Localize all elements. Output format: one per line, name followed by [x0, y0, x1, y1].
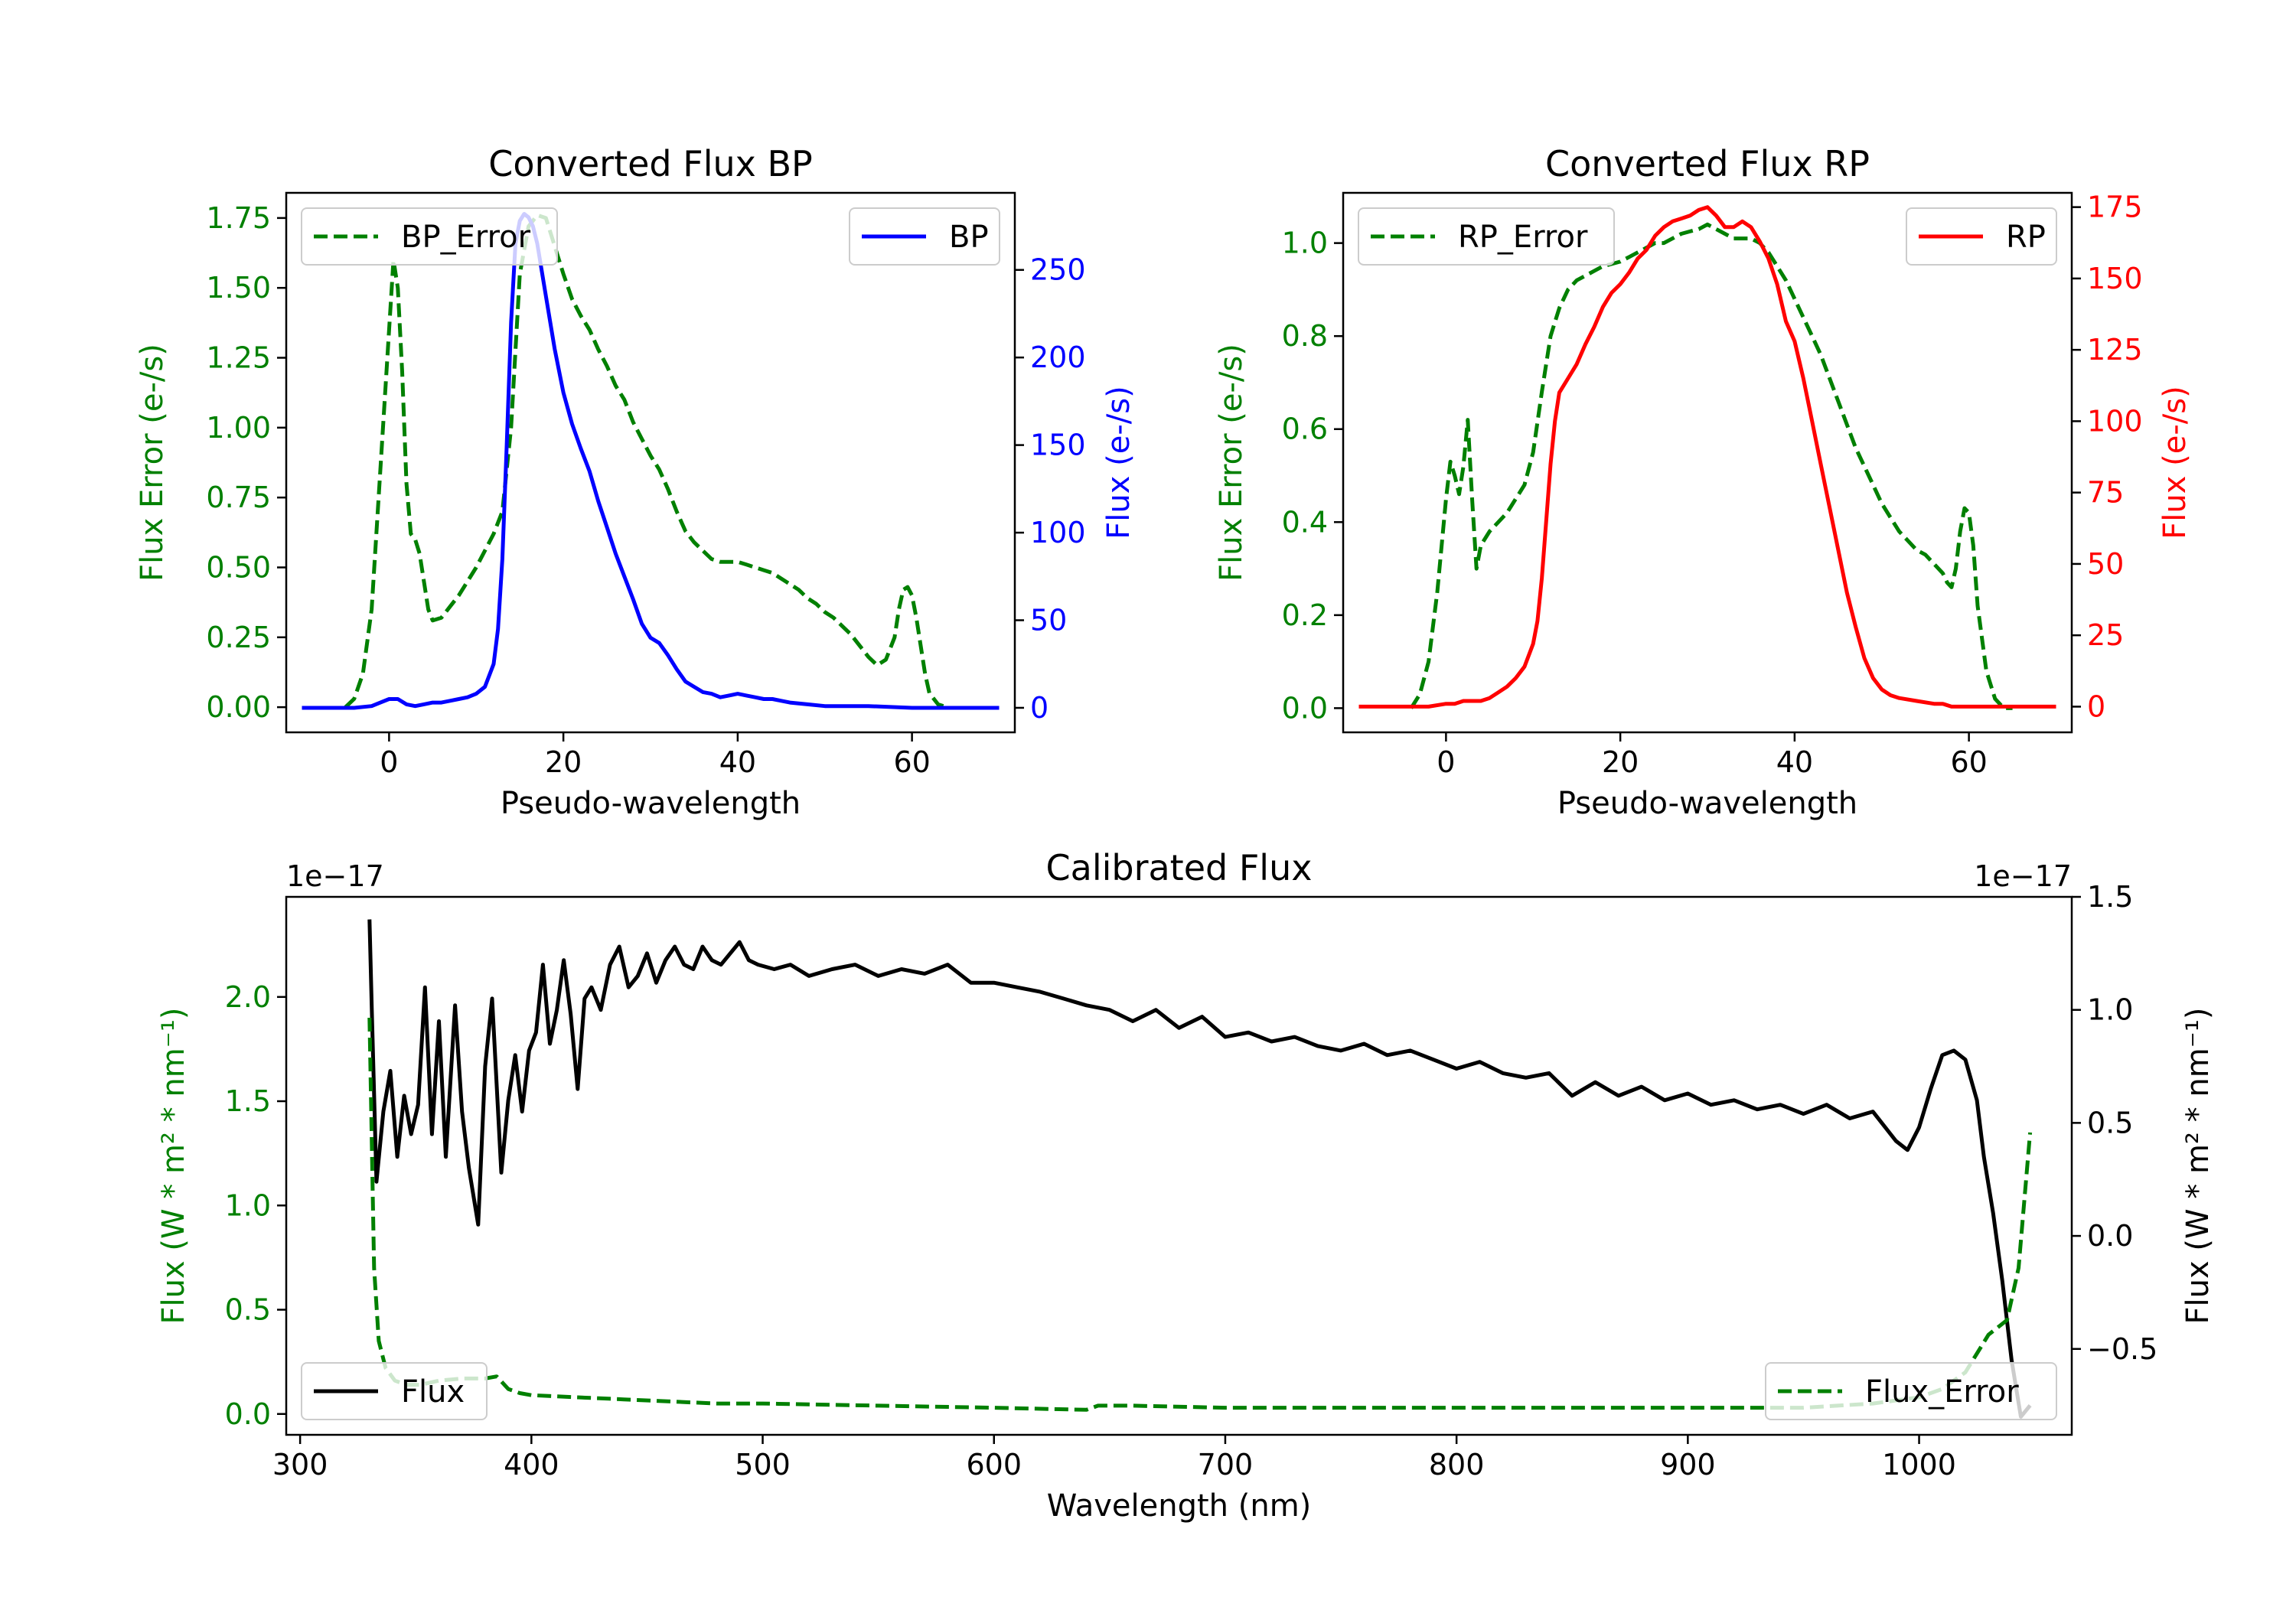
y-tick-label-right: 50	[1030, 604, 1067, 637]
calibrated-y-axis-label-right: Flux (W * m² * nm⁻¹)	[2180, 1008, 2216, 1325]
x-tick-label: 40	[719, 745, 756, 779]
x-tick-label: 900	[1660, 1448, 1716, 1482]
y-tick-label-left: 1.50	[206, 271, 271, 305]
calibrated-x-axis-label: Wavelength (nm)	[1047, 1488, 1312, 1524]
x-tick-label: 0	[380, 745, 398, 779]
y-tick-label-left: 0.25	[206, 621, 271, 654]
y-tick-label-right: 0.0	[2087, 1219, 2133, 1253]
y-tick-label-right: 175	[2087, 191, 2143, 224]
y-tick-label-left: 1.00	[206, 411, 271, 445]
bp-axes-frame	[285, 191, 1016, 734]
y-tick-label-right: 25	[2087, 618, 2124, 652]
x-tick-label: 800	[1429, 1448, 1485, 1482]
y-tick-label-right: 100	[2087, 404, 2143, 438]
y-tick-label-left: 0.2	[1282, 598, 1328, 632]
legend-flux: Flux	[301, 1362, 488, 1420]
legend-box	[1765, 1362, 2057, 1420]
legend-box	[301, 1362, 488, 1420]
y-tick-label-right: 200	[1030, 341, 1086, 374]
bp-series-group	[302, 212, 1000, 710]
calibrated-offset-label-right: 1e−17	[1974, 859, 2072, 893]
legend-label: Flux	[401, 1374, 465, 1410]
series-line-flux	[367, 919, 2032, 1419]
legend-label: RP	[2006, 220, 2046, 255]
x-tick-label: 20	[1602, 745, 1639, 779]
legend-flux-error: Flux_Error	[1765, 1362, 2057, 1420]
bp-x-axis-label: Pseudo-wavelength	[501, 786, 801, 821]
y-tick-label-left: 1.0	[1282, 227, 1328, 260]
rp-y-axis-label-right: Flux (e-/s)	[2157, 386, 2193, 539]
y-tick-label-left: 0.0	[225, 1397, 271, 1431]
x-tick-label: 20	[545, 745, 582, 779]
rp-y-axis-label-left: Flux Error (e-/s)	[1214, 344, 1249, 582]
x-tick-label: 60	[893, 745, 930, 779]
bp-chart-title: Converted Flux BP	[488, 143, 813, 184]
y-tick-label-right: 1.0	[2087, 993, 2133, 1027]
series-line-bp-error	[344, 213, 947, 709]
y-tick-label-left: 1.75	[206, 201, 271, 235]
bp-y-axis-label-right: Flux (e-/s)	[1101, 386, 1137, 539]
y-tick-label-left: 0.8	[1282, 319, 1328, 353]
legend-label: BP_Error	[401, 220, 531, 255]
legend-box	[301, 207, 558, 266]
y-tick-label-right: 150	[2087, 262, 2143, 295]
y-tick-label-left: 1.0	[225, 1188, 271, 1222]
legend-rp: RP	[1906, 207, 2057, 266]
y-tick-label-left: 2.0	[225, 980, 271, 1014]
y-tick-label-right: 0.5	[2087, 1106, 2133, 1139]
legend-label: RP_Error	[1458, 220, 1588, 255]
y-tick-label-left: 0.0	[1282, 691, 1328, 725]
y-tick-label-left: 0.6	[1282, 412, 1328, 446]
y-tick-label-left: 0.75	[206, 481, 271, 514]
calibrated-offset-label-left: 1e−17	[286, 859, 384, 893]
y-tick-label-right: −0.5	[2087, 1332, 2157, 1366]
bp-y-axis-label-left: Flux Error (e-/s)	[135, 344, 170, 582]
x-tick-label: 60	[1950, 745, 1987, 779]
y-tick-label-right: 100	[1030, 516, 1086, 549]
y-tick-label-left: 0.00	[206, 690, 271, 724]
y-tick-label-right: 0	[1030, 691, 1049, 725]
x-tick-label: 600	[966, 1448, 1022, 1482]
y-tick-label-left: 1.25	[206, 341, 271, 375]
legend-bp-error: BP_Error	[301, 207, 558, 266]
x-tick-label: 300	[272, 1448, 328, 1482]
y-tick-label-right: 1.5	[2087, 880, 2133, 914]
x-tick-label: 40	[1776, 745, 1813, 779]
chart-bp: 0 20 40 60 0.00 0.25 0.50 0.75 1.00 1.25 1.50 1.75 0…	[135, 143, 1137, 821]
y-tick-label-left: 0.5	[225, 1293, 271, 1327]
calibrated-chart-title: Calibrated Flux	[1046, 847, 1313, 888]
y-tick-label-right: 125	[2087, 333, 2143, 367]
rp-series-group	[1358, 205, 2056, 710]
calibrated-axes-frame	[285, 895, 2073, 1436]
x-tick-label: 400	[504, 1448, 559, 1482]
legend-box	[1358, 207, 1615, 266]
chart-calibrated: 300 400 500 600 700 800 900 1000 0.0 0.5 1.0 1.5 2.0…	[156, 847, 2216, 1524]
x-tick-label: 500	[735, 1448, 791, 1482]
rp-axes-frame	[1342, 191, 2073, 734]
legend-rp-error: RP_Error	[1358, 207, 1615, 266]
calibrated-y-axis-label-left: Flux (W * m² * nm⁻¹)	[156, 1008, 191, 1325]
y-tick-label-right: 75	[2087, 476, 2124, 510]
x-tick-label: 700	[1198, 1448, 1254, 1482]
y-tick-label-right: 150	[1030, 429, 1086, 462]
y-tick-label-left: 0.50	[206, 550, 271, 584]
rp-x-axis-label: Pseudo-wavelength	[1557, 786, 1857, 821]
series-line-bp	[302, 212, 1000, 710]
y-tick-label-left: 0.4	[1282, 505, 1328, 539]
legend-label: BP	[949, 220, 989, 255]
legend-label: Flux_Error	[1865, 1374, 2019, 1410]
x-tick-label: 0	[1437, 745, 1455, 779]
y-tick-label-right: 250	[1030, 253, 1086, 287]
series-line-rp-error	[1409, 222, 2013, 710]
y-tick-label-right: 50	[2087, 547, 2124, 581]
y-tick-label-left: 1.5	[225, 1084, 271, 1118]
chart-rp: 0 20 40 60 0.0 0.2 0.4 0.6 0.8 1.0 0 25 50 75 100 125 15…	[1214, 143, 2193, 821]
y-tick-label-right: 0	[2087, 689, 2105, 723]
legend-bp: BP	[849, 207, 1000, 266]
series-line-rp	[1358, 205, 2056, 709]
rp-chart-title: Converted Flux RP	[1545, 143, 1870, 184]
x-tick-label: 1000	[1882, 1448, 1956, 1482]
